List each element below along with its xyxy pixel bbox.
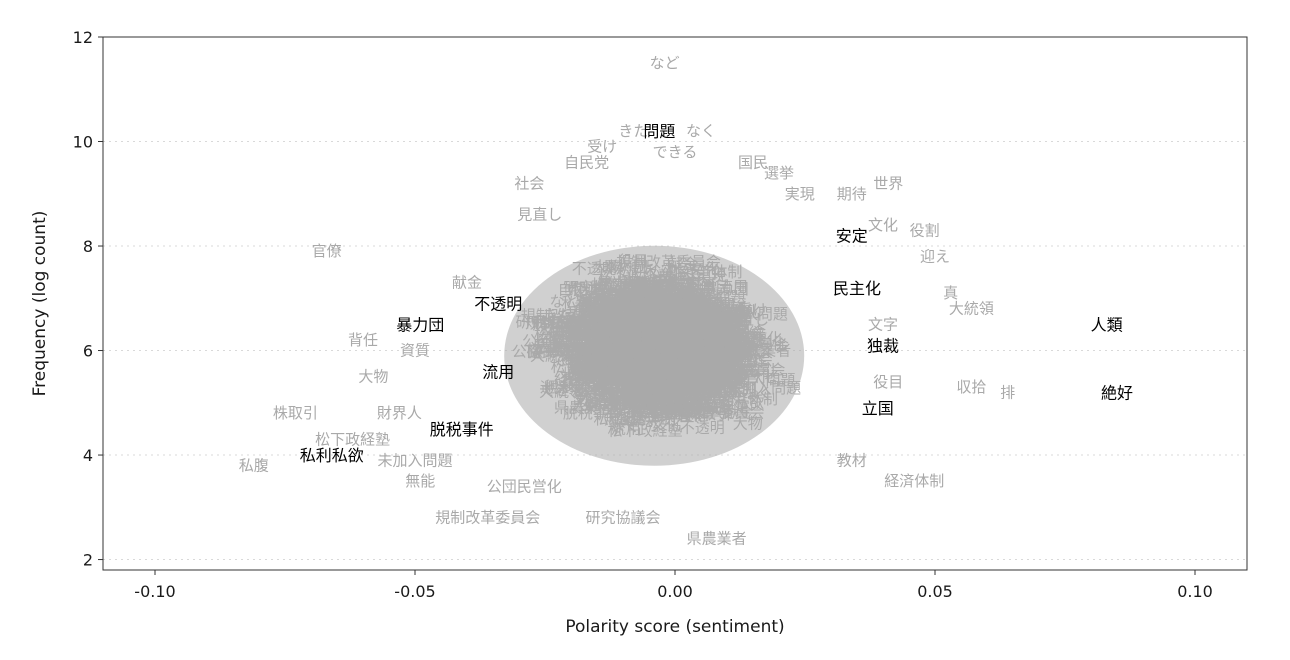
- highlighted-word: 問題: [643, 122, 675, 141]
- background-word: 経済体制: [884, 472, 944, 490]
- y-axis-title: Frequency (log count): [30, 211, 50, 397]
- y-tick-label: 8: [83, 237, 93, 256]
- background-word: 献金: [452, 274, 482, 292]
- highlighted-word: 人類: [1091, 315, 1123, 334]
- background-word: 選挙: [764, 164, 794, 182]
- background-word: 役割: [910, 221, 940, 239]
- x-axis-title: Polarity score (sentiment): [565, 617, 784, 637]
- y-tick-label: 2: [83, 551, 93, 570]
- x-tick-label: 0.10: [1177, 582, 1213, 601]
- word-cloud-mass: 安定真県農業者文字役割排民主化絶好規制改革委員会役目見直し独裁期待研究協議会国民…: [504, 245, 805, 466]
- y-tick-label: 10: [73, 133, 93, 152]
- y-tick-label: 12: [73, 28, 93, 47]
- x-axis-ticks: -0.10 -0.05 0.00 0.05 0.10: [134, 570, 1213, 601]
- background-word: 世界: [873, 174, 903, 192]
- background-word: 県農業者: [687, 530, 747, 548]
- background-word: 自民党: [564, 153, 609, 171]
- background-word: 文化: [868, 216, 898, 234]
- background-word: 松下政経塾: [315, 430, 390, 448]
- background-word: 役目: [873, 373, 903, 391]
- background-word: 文字: [868, 315, 898, 333]
- background-word: 官僚: [312, 242, 342, 260]
- background-word: 受け: [587, 138, 617, 156]
- background-word: 研究協議会: [585, 509, 660, 527]
- y-axis-ticks: 2 4 6 8 10 12: [73, 28, 103, 570]
- highlighted-word: 立国: [862, 399, 894, 418]
- background-word: 国民: [738, 153, 768, 171]
- background-word: 公団民営化: [487, 477, 562, 495]
- background-word: 背任: [348, 331, 378, 349]
- highlighted-word: 流用: [482, 362, 514, 381]
- background-word: 私腹: [239, 456, 269, 474]
- background-word: 無能: [405, 472, 435, 490]
- background-word: 排: [1000, 383, 1015, 401]
- y-tick-label: 4: [83, 446, 93, 465]
- highlighted-word: 独裁: [867, 336, 899, 355]
- highlighted-word: 不透明: [474, 295, 522, 314]
- background-word: 迎え: [920, 247, 950, 265]
- background-word: 社会: [514, 174, 544, 192]
- x-tick-label: 0.00: [657, 582, 693, 601]
- background-word: 未加入問題: [377, 451, 452, 469]
- background-word: 期待: [837, 185, 867, 203]
- background-word: 大物: [358, 368, 388, 386]
- background-word: 実現: [785, 185, 815, 203]
- cloud-core: [504, 245, 805, 466]
- background-word: 見直し: [517, 206, 562, 224]
- background-word: 大統領: [949, 300, 994, 318]
- background-word: 教材: [837, 451, 867, 469]
- highlighted-word: 私利私欲: [300, 446, 364, 465]
- x-tick-label: -0.05: [394, 582, 435, 601]
- background-word: 資質: [400, 342, 430, 360]
- highlighted-word: 民主化: [833, 279, 881, 298]
- background-word: 財界人: [377, 404, 422, 422]
- highlighted-word: 安定: [836, 227, 868, 246]
- highlighted-word: 絶好: [1101, 383, 1133, 402]
- background-word: など: [650, 54, 680, 72]
- highlighted-word: 脱税事件: [430, 420, 494, 439]
- background-word: なく: [686, 122, 716, 140]
- x-tick-label: -0.10: [134, 582, 175, 601]
- background-word: 収拾: [956, 378, 986, 396]
- highlighted-word: 暴力団: [396, 315, 444, 334]
- y-tick-label: 6: [83, 342, 93, 361]
- background-word: きた: [618, 122, 648, 140]
- x-tick-label: 0.05: [917, 582, 953, 601]
- background-word: 株取引: [273, 404, 318, 422]
- background-word: 規制改革委員会: [435, 509, 540, 527]
- background-word: 真: [943, 284, 958, 302]
- background-word: できる: [653, 143, 698, 161]
